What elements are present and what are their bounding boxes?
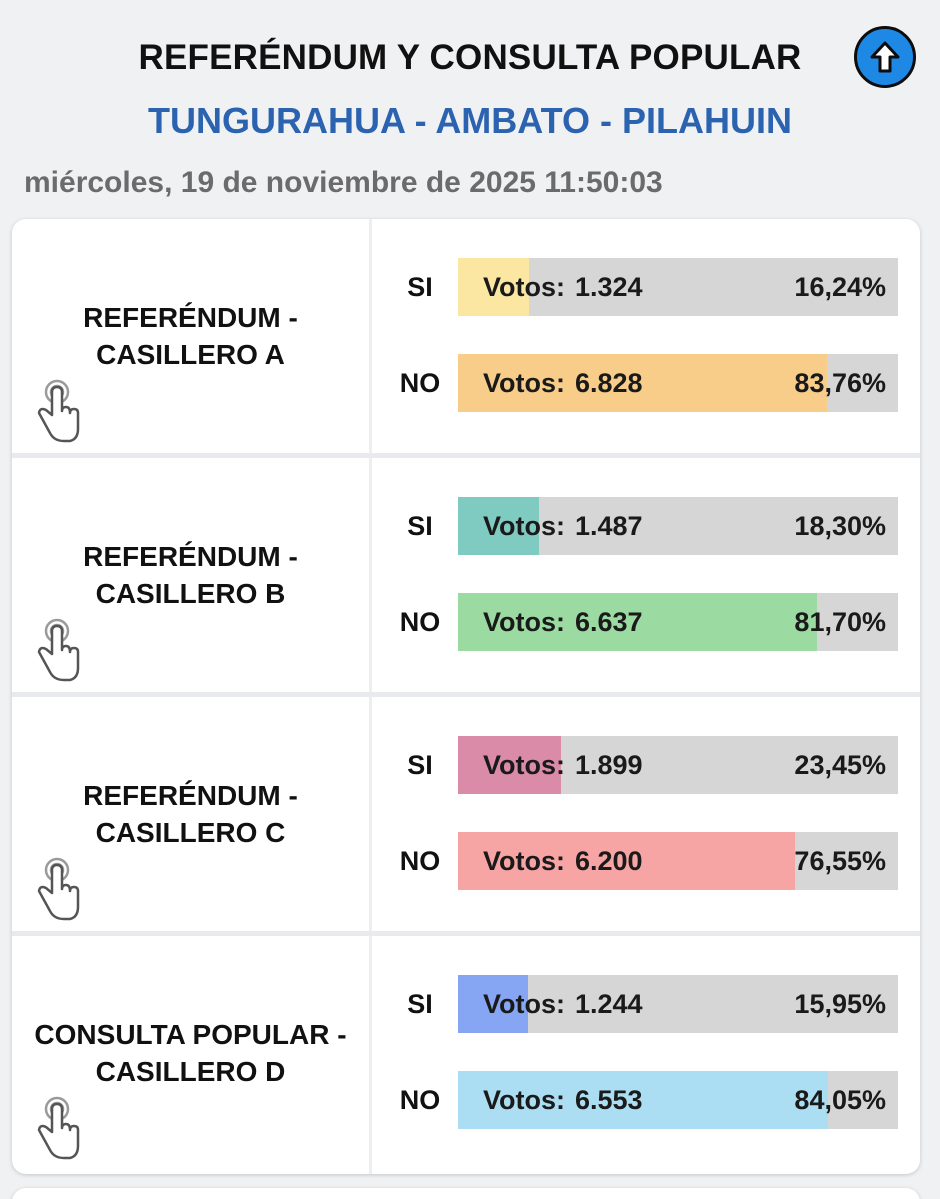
row-divider: [12, 931, 920, 936]
contest-label-line2: CASILLERO A: [96, 339, 285, 370]
row-divider: [12, 692, 920, 697]
vote-count: Votos: 6.553: [483, 1071, 643, 1129]
vote-count: Votos: 1.899: [483, 736, 643, 794]
vote-count: Votos: 6.637: [483, 593, 643, 651]
option-label-si: SI: [407, 511, 433, 541]
votes-label: Votos:: [483, 511, 565, 541]
vote-bar-si: Votos: 1.244 15,95%: [458, 975, 898, 1033]
hand-pointer-icon: [37, 379, 80, 443]
vote-bar-si: Votos: 1.324 16,24%: [458, 258, 898, 316]
result-row-casillero-b[interactable]: REFERÉNDUM - CASILLERO B SI Votos: 1.487 …: [12, 458, 920, 692]
vote-bar-no: Votos: 6.828 83,76%: [458, 354, 898, 412]
result-row-casillero-d[interactable]: CONSULTA POPULAR - CASILLERO D SI Votos:…: [12, 936, 920, 1170]
vote-percent: 84,05%: [794, 1085, 886, 1115]
option-label-si: SI: [407, 272, 433, 302]
option-label-no: NO: [399, 607, 441, 637]
vote-count: Votos: 6.200: [483, 832, 643, 890]
vote-percent: 81,70%: [794, 607, 886, 637]
vote-bar-fill: [458, 593, 818, 651]
contest-label: REFERÉNDUM - CASILLERO A: [12, 219, 369, 453]
votes-number: 6.200: [575, 846, 643, 876]
contest-label: REFERÉNDUM - CASILLERO B: [12, 458, 369, 692]
votes-number: 1.487: [575, 511, 643, 541]
contest-label: REFERÉNDUM - CASILLERO C: [12, 697, 369, 931]
update-datetime: miércoles, 19 de noviembre de 2025 11:50…: [24, 166, 663, 199]
vote-bar-no: Votos: 6.200 76,55%: [458, 832, 898, 890]
arrow-up-circle-icon: [870, 41, 900, 73]
option-label-no: NO: [399, 1085, 441, 1115]
votes-label: Votos:: [483, 846, 565, 876]
vote-count: Votos: 1.487: [483, 497, 643, 555]
votes-number: 6.553: [575, 1085, 643, 1115]
vote-percent: 15,95%: [794, 989, 886, 1019]
vote-count: Votos: 1.324: [483, 258, 643, 316]
next-card: [12, 1188, 920, 1199]
option-label-si: SI: [407, 989, 433, 1019]
votes-number: 6.828: [575, 368, 643, 398]
option-label-si: SI: [407, 750, 433, 780]
contest-label-line2: CASILLERO D: [95, 1056, 286, 1087]
votes-label: Votos:: [483, 750, 565, 780]
votes-label: Votos:: [483, 272, 565, 302]
contest-label-line2: CASILLERO C: [95, 817, 286, 848]
vote-bar-fill: [458, 736, 562, 794]
hand-pointer-icon: [37, 618, 80, 682]
votes-label: Votos:: [483, 1085, 565, 1115]
hand-pointer-icon: [37, 1096, 80, 1160]
page-header: REFERÉNDUM Y CONSULTA POPULAR TUNGURAHUA…: [0, 0, 940, 218]
vote-bar-fill: [458, 975, 529, 1033]
votes-number: 1.244: [575, 989, 643, 1019]
page-title: REFERÉNDUM Y CONSULTA POPULAR: [138, 38, 802, 77]
result-row-casillero-a[interactable]: REFERÉNDUM - CASILLERO A SI Votos: 1.324 …: [12, 219, 920, 453]
vote-percent: 76,55%: [794, 846, 886, 876]
vote-bar-fill: [458, 832, 795, 890]
vote-percent: 16,24%: [794, 272, 886, 302]
vote-percent: 23,45%: [794, 750, 886, 780]
vote-bar-fill: [458, 258, 530, 316]
vote-bar-fill: [458, 1071, 828, 1129]
option-label-no: NO: [399, 846, 441, 876]
results-card: REFERÉNDUM - CASILLERO A SI Votos: 1.324 …: [12, 219, 920, 1174]
hand-pointer-icon: [37, 857, 80, 921]
vote-count: Votos: 6.828: [483, 354, 643, 412]
result-row-casillero-c[interactable]: REFERÉNDUM - CASILLERO C SI Votos: 1.899 …: [12, 697, 920, 931]
vote-percent: 18,30%: [794, 511, 886, 541]
option-label-no: NO: [399, 368, 441, 398]
row-divider: [12, 453, 920, 458]
contest-label-line1: CONSULTA POPULAR -: [34, 1019, 347, 1050]
vote-bar-fill: [458, 354, 827, 412]
contest-label-line1: REFERÉNDUM -: [83, 541, 298, 572]
votes-label: Votos:: [483, 368, 565, 398]
votes-number: 1.324: [575, 272, 643, 302]
votes-label: Votos:: [483, 989, 565, 1019]
votes-number: 6.637: [575, 607, 643, 637]
votes-number: 1.899: [575, 750, 643, 780]
vote-bar-si: Votos: 1.899 23,45%: [458, 736, 898, 794]
vote-bar-no: Votos: 6.637 81,70%: [458, 593, 898, 651]
vote-count: Votos: 1.244: [483, 975, 643, 1033]
location-subtitle: TUNGURAHUA - AMBATO - PILAHUIN: [148, 100, 792, 141]
vote-bar-no: Votos: 6.553 84,05%: [458, 1071, 898, 1129]
contest-label-line2: CASILLERO B: [95, 578, 286, 609]
votes-label: Votos:: [483, 607, 565, 637]
contest-label-line1: REFERÉNDUM -: [83, 302, 298, 333]
vote-bar-si: Votos: 1.487 18,30%: [458, 497, 898, 555]
scroll-top-button[interactable]: [854, 26, 916, 88]
vote-percent: 83,76%: [794, 368, 886, 398]
vote-bar-fill: [458, 497, 539, 555]
contest-label-line1: REFERÉNDUM -: [83, 780, 298, 811]
contest-label: CONSULTA POPULAR - CASILLERO D: [12, 936, 369, 1170]
